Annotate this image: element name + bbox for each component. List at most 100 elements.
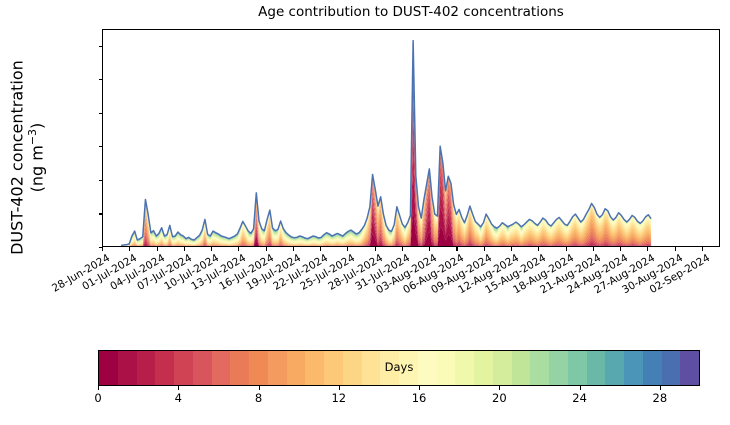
x-tick-mark [292,247,294,251]
area-band [121,40,652,246]
colorbar-segment [286,351,306,385]
y-axis-label-line1: DUST-402 concentration [7,60,27,255]
x-tick-mark [183,247,185,251]
area-band [121,40,652,246]
colorbar-segment [417,351,437,385]
colorbar-segment [174,351,193,385]
area-band [121,40,652,246]
colorbar-segment [361,351,381,385]
area-band [121,40,652,246]
x-tick-mark [538,247,540,251]
x-tick-mark [401,247,403,251]
colorbar-segment [342,351,362,385]
colorbar-tick-label: 24 [572,391,587,405]
colorbar-tick-label: 20 [492,391,507,405]
area-band [121,40,652,246]
colorbar-segment [642,351,662,385]
colorbar-tick-label: 12 [331,391,347,405]
colorbar-tick-mark [338,386,340,390]
area-band [121,40,652,246]
colorbar[interactable] [98,350,700,386]
y-tick-mark [98,45,102,47]
colorbar-segment [99,351,118,385]
area-band [121,40,652,246]
colorbar-tick-mark [98,386,100,390]
colorbar-segment [567,351,587,385]
y-tick-mark [98,112,102,114]
colorbar-segment [399,351,418,385]
colorbar-segment [530,351,549,385]
colorbar-segment [511,351,531,385]
x-tick-mark [238,247,240,251]
area-band [121,41,652,246]
colorbar-segment [267,351,287,385]
y-tick-mark [98,213,102,215]
colorbar-tick-mark [419,386,421,390]
area-band [121,44,652,246]
colorbar-segment [117,351,137,385]
area-band [121,40,652,246]
colorbar-segment [455,351,474,385]
colorbar-segment [324,351,343,385]
area-band [121,40,652,246]
y-tick-mark [98,79,102,81]
x-tick-mark [647,247,649,251]
total-concentration-line [121,39,652,246]
x-tick-mark [565,247,567,251]
colorbar-segment [624,351,643,385]
colorbar-segment [474,351,493,385]
x-tick-mark [347,247,349,251]
area-band [121,40,652,246]
area-band [121,42,652,246]
colorbar-segment [436,351,456,385]
x-tick-mark [674,247,676,251]
colorbar-tick-label: 28 [652,391,668,405]
area-band [121,40,652,246]
y-tick-mark [98,146,102,148]
colorbar-tick-mark [499,386,501,390]
area-band [121,40,652,246]
colorbar-segment [661,351,681,385]
colorbar-segment [155,351,174,385]
x-tick-mark [156,247,158,251]
x-tick-mark [320,247,322,251]
colorbar-tick-mark [659,386,661,390]
plot-area [102,29,720,247]
colorbar-segment [192,351,212,385]
area-band [121,40,652,246]
area-band [121,40,652,246]
x-tick-mark [211,247,213,251]
area-band [121,40,652,246]
x-tick-mark [592,247,594,251]
stacked-area-plot [121,39,652,246]
area-band [121,40,652,246]
colorbar-segment [680,351,699,385]
area-band [121,47,652,246]
x-tick-mark [129,247,131,251]
y-axis-label-units: (ng m−3) [26,122,47,193]
x-tick-mark [265,247,267,251]
area-band [121,40,652,246]
colorbar-tick-label: 8 [254,391,263,405]
colorbar-segment [211,351,231,385]
colorbar-segment [380,351,399,385]
colorbar-tick-label: 16 [411,391,427,405]
x-tick-mark [456,247,458,251]
colorbar-segment [305,351,324,385]
area-band [121,40,652,246]
colorbar-segment [605,351,624,385]
area-band [121,40,652,246]
y-tick-mark [98,179,102,182]
colorbar-tick-label: 4 [174,391,182,405]
colorbar-segment [492,351,512,385]
colorbar-tick-mark [258,386,260,390]
colorbar-segment [230,351,249,385]
x-tick-mark [102,247,104,251]
x-tick-mark [620,247,622,251]
y-tick-mark [98,247,102,249]
area-band [121,40,652,246]
colorbar-tick-mark [178,386,180,390]
colorbar-tick-mark [579,386,581,390]
colorbar-segment [249,351,268,385]
